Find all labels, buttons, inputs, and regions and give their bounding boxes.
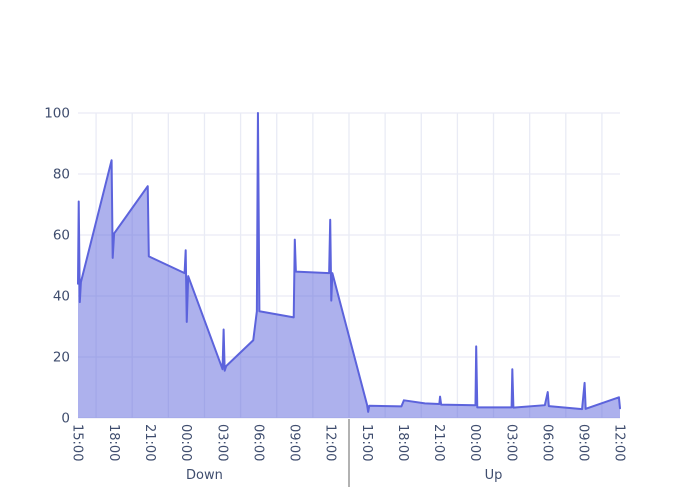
x-tick-label: 21:00 [431,424,446,461]
y-tick-label: 100 [44,105,70,121]
x-tick-label: 00:00 [178,424,193,461]
y-tick-label: 20 [53,349,70,365]
y-tick-label: 40 [53,288,70,304]
x-tick-label: 09:00 [287,424,302,461]
y-tick-label: 0 [61,410,70,426]
y-tick-label: 60 [53,227,70,243]
x-tick-label: 15:00 [359,424,374,461]
x-tick-label: 03:00 [503,424,518,461]
x-tick-label: 06:00 [539,424,554,461]
x-tick-label: 15:00 [70,424,85,461]
x-tick-label: 09:00 [576,424,591,461]
x-tick-label: 00:00 [467,424,482,461]
x-group-label-up: Up [485,468,503,483]
x-tick-label: 12:00 [323,424,338,461]
x-group-label-down: Down [186,468,223,483]
x-tick-label: 18:00 [395,424,410,461]
x-tick-label: 18:00 [106,424,121,461]
series-line[interactable] [77,112,621,413]
x-tick-label: 21:00 [142,424,157,461]
x-tick-label: 12:00 [612,424,627,461]
x-tick-label: 03:00 [214,424,229,461]
x-tick-label: 06:00 [250,424,265,461]
y-tick-label: 80 [53,166,70,182]
x-axis: 15:00 18:00 21:00 00:00 03:00 06:00 09:00 12:00… [70,419,627,487]
series-area [78,113,620,418]
